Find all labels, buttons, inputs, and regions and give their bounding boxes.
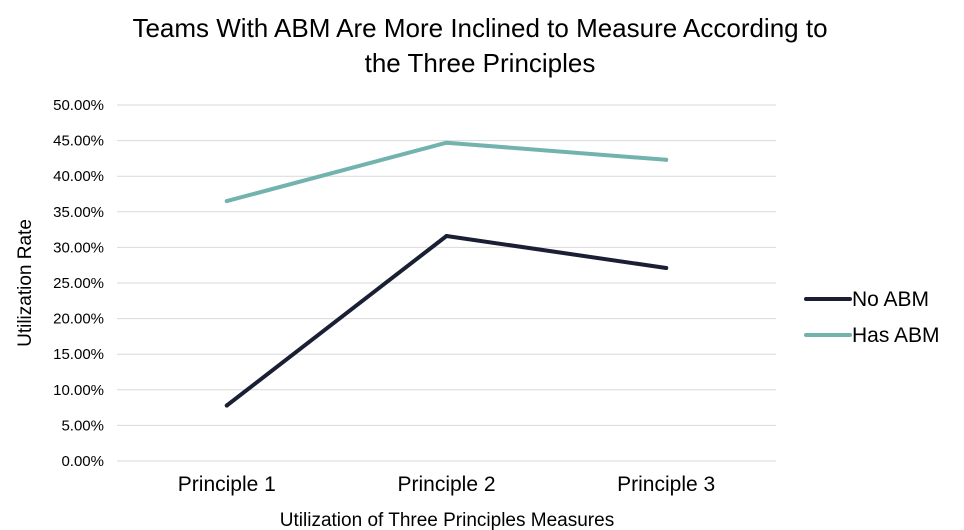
legend-label: Has ABM (852, 324, 940, 347)
y-tick-label: 50.00% (53, 97, 104, 114)
legend-label: No ABM (852, 288, 929, 311)
y-tick-label: 35.00% (53, 204, 104, 221)
series-lines (224, 140, 669, 408)
y-tick-label: 25.00% (53, 275, 104, 292)
series-line-no-abm (224, 234, 669, 408)
data-point (224, 199, 229, 204)
data-point (444, 234, 449, 239)
y-tick-label: 15.00% (53, 346, 104, 363)
data-point (664, 157, 669, 162)
y-tick-label: 40.00% (53, 168, 104, 185)
x-axis-ticks: Principle 1 Principle 2 Principle 3 (178, 473, 715, 496)
y-tick-label: 30.00% (53, 239, 104, 256)
data-point (444, 140, 449, 145)
data-point (664, 266, 669, 271)
data-point (224, 403, 229, 408)
y-tick-label: 5.00% (61, 417, 104, 434)
gridlines (117, 104, 776, 462)
y-tick-label: 10.00% (53, 382, 104, 399)
y-axis-label: Utilization Rate (15, 219, 36, 347)
y-axis-ticks: 0.00% 5.00% 10.00% 15.00% 20.00% 25.00% 30.00%… (53, 97, 104, 470)
x-tick-label: Principle 1 (178, 473, 276, 496)
x-tick-label: Principle 3 (617, 473, 715, 496)
chart-title-line-1: Teams With ABM Are More Inclined to Meas… (132, 13, 827, 43)
legend: No ABM Has ABM (804, 288, 940, 347)
chart-title-line-2: the Three Principles (365, 48, 596, 78)
x-axis-label: Utilization of Three Principles Measures (280, 510, 614, 530)
x-tick-label: Principle 2 (397, 473, 495, 496)
series-line-has-abm (224, 140, 669, 204)
y-tick-label: 45.00% (53, 133, 104, 150)
y-tick-label: 0.00% (61, 453, 104, 470)
y-tick-label: 20.00% (53, 311, 104, 328)
